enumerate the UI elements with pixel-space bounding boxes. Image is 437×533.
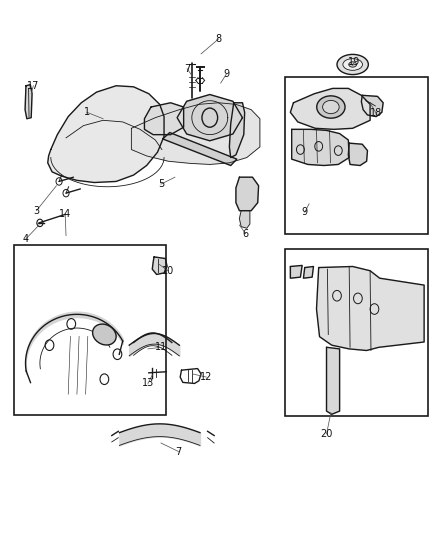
Text: 19: 19 <box>348 57 361 67</box>
Polygon shape <box>132 103 260 165</box>
Ellipse shape <box>349 62 357 67</box>
Text: 9: 9 <box>302 207 308 217</box>
Polygon shape <box>348 143 368 165</box>
Text: 12: 12 <box>200 372 212 382</box>
Text: 4: 4 <box>23 234 29 244</box>
Polygon shape <box>291 130 349 165</box>
Polygon shape <box>290 88 370 130</box>
Polygon shape <box>239 211 250 228</box>
Polygon shape <box>361 95 383 117</box>
Text: 7: 7 <box>175 447 181 456</box>
Polygon shape <box>152 257 167 274</box>
Text: 5: 5 <box>158 179 164 189</box>
Polygon shape <box>290 265 302 278</box>
Text: 18: 18 <box>370 108 382 118</box>
Text: 20: 20 <box>320 429 333 439</box>
Ellipse shape <box>93 324 116 345</box>
Bar <box>285 77 428 233</box>
Ellipse shape <box>343 59 362 70</box>
Polygon shape <box>303 266 313 278</box>
Ellipse shape <box>337 54 368 75</box>
Text: 11: 11 <box>155 342 167 352</box>
Polygon shape <box>177 94 243 141</box>
Text: 13: 13 <box>142 378 154 389</box>
Polygon shape <box>163 133 237 165</box>
Polygon shape <box>25 85 32 119</box>
Bar <box>14 245 166 415</box>
Polygon shape <box>236 177 259 211</box>
Text: 17: 17 <box>27 81 40 91</box>
Polygon shape <box>326 348 340 414</box>
Text: 3: 3 <box>33 206 39 216</box>
Bar <box>285 249 428 416</box>
Polygon shape <box>48 86 164 182</box>
Text: 10: 10 <box>162 266 174 276</box>
Text: 7: 7 <box>184 64 190 74</box>
Ellipse shape <box>317 96 345 118</box>
Text: 1: 1 <box>84 107 90 117</box>
Text: 8: 8 <box>215 34 222 44</box>
Text: 6: 6 <box>243 229 249 239</box>
Text: 9: 9 <box>223 69 229 79</box>
Polygon shape <box>316 266 424 351</box>
Polygon shape <box>229 103 245 158</box>
Ellipse shape <box>323 100 339 114</box>
Polygon shape <box>145 103 184 135</box>
Text: 14: 14 <box>59 209 71 220</box>
